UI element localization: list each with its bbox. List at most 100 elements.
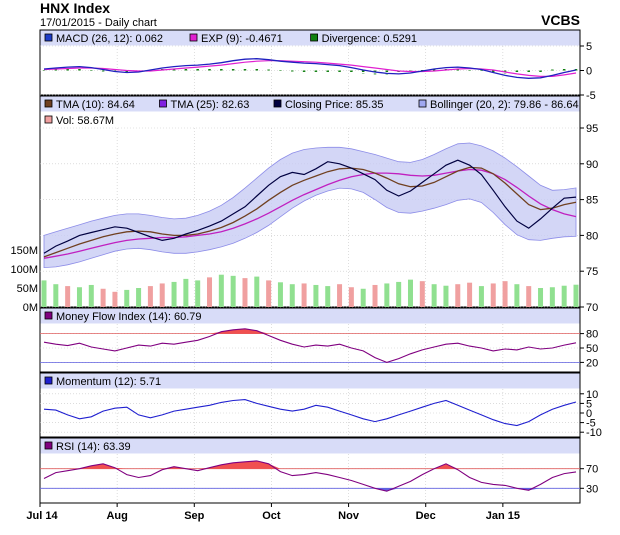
momentum-axis-tick-label-1: -5 — [586, 418, 596, 430]
price-axis-tick-label-3: 85 — [586, 195, 598, 207]
vol-legend-bg — [40, 112, 127, 127]
volume-bar — [407, 279, 413, 307]
volume-bar — [514, 284, 520, 307]
blue-square-icon — [44, 376, 53, 385]
volume-bar — [538, 288, 544, 307]
volume-bar — [549, 287, 555, 307]
volume-bar — [419, 281, 425, 307]
volume-bar — [455, 284, 461, 307]
momentum-legend-bg — [40, 373, 580, 389]
volume-bar — [88, 284, 94, 307]
rsi-legend-entry-0: RSI (14): 63.39 — [56, 441, 131, 453]
volume-bar — [147, 286, 153, 307]
volume-bar — [230, 275, 236, 307]
macd-panel: -5 0 5 MACD (26, 12): 0.062 EXP (9): -0.4671… — [39, 29, 596, 102]
rsi-oversold-fill — [44, 488, 576, 492]
brown-square-icon — [44, 99, 53, 108]
price-legend-entry-2: Closing Price: 85.35 — [285, 99, 383, 111]
closing-price-line — [43, 159, 577, 254]
x-tick-label-2: Sep — [184, 510, 204, 522]
price-axis-tick-label-2: 80 — [586, 230, 598, 242]
volume-bar — [53, 284, 59, 307]
purple-square-icon — [44, 311, 53, 320]
volume-bar — [490, 283, 496, 307]
rsi-legend-bg — [40, 438, 580, 454]
volume-bar — [313, 284, 319, 307]
momentum-axis-tick-label-2: 0 — [586, 408, 592, 420]
volume-bar — [65, 286, 71, 307]
momentum-axis-tick-label-4: 10 — [586, 389, 598, 401]
magenta-square-icon — [189, 33, 198, 42]
macd-legend-entry-0: MACD (26, 12): 0.062 — [56, 33, 163, 45]
x-tick-label-1: Aug — [106, 510, 127, 522]
volume-bar — [526, 286, 532, 307]
mfi-axis-tick-label-2: 80 — [586, 329, 598, 341]
momentum-line — [43, 399, 577, 427]
volume-bar — [100, 288, 106, 307]
price-axis-tick-label-5: 95 — [586, 123, 598, 135]
x-tick-label-5: Dec — [416, 510, 436, 522]
volume-bar — [218, 274, 224, 307]
brand-label: VCBS — [541, 12, 580, 28]
price-axis-tick-label-4: 90 — [586, 159, 598, 171]
volume-bar — [301, 283, 307, 307]
volume-bar — [76, 287, 82, 307]
macd-legend-entry-2: Divergence: 0.5291 — [322, 33, 417, 45]
volume-bar — [502, 281, 508, 307]
momentum-axis-tick-label-0: -10 — [586, 427, 602, 439]
x-tick-label-3: Oct — [262, 510, 281, 522]
volume-bar — [325, 286, 331, 307]
volume-tick-label-1: 50M — [17, 283, 38, 295]
price-axis-tick-label-1: 75 — [586, 266, 598, 278]
price-legend-entry-0: TMA (10): 84.64 — [56, 99, 135, 111]
chart-subtitle: 17/01/2015 - Daily chart — [40, 17, 157, 29]
volume-bar — [467, 282, 473, 307]
price-legend-bg — [40, 96, 580, 112]
volume-bar — [207, 277, 213, 307]
macd-legend-bg — [40, 30, 580, 46]
volume-bar — [396, 281, 402, 307]
navy-square-icon — [273, 99, 282, 108]
price-legend-entry-3: Bollinger (20, 2): 79.86 - 86.64 — [430, 99, 579, 111]
volume-bar — [136, 288, 142, 307]
rsi-axis-tick-label-1: 70 — [586, 464, 598, 476]
volume-bar — [372, 284, 378, 307]
volume-bar — [478, 286, 484, 307]
tma25-line — [43, 168, 577, 259]
pink-square-icon — [44, 115, 53, 124]
volume-bar — [124, 289, 130, 307]
price-axis-tick-label-0: 70 — [586, 302, 598, 314]
x-tick-label-4: Nov — [338, 510, 360, 522]
volume-bar — [112, 291, 118, 307]
rsi-panel: 30 70 RSI (14): 63.39 — [39, 437, 598, 504]
volume-bar — [360, 288, 366, 307]
volume-bar — [337, 284, 343, 307]
volume-bar — [573, 284, 579, 307]
volume-bar — [183, 278, 189, 307]
mfi-legend-entry-0: Money Flow Index (14): 60.79 — [56, 311, 202, 323]
mfi-panel: 20 50 80 Money Flow Index (14): 60.79 — [39, 307, 598, 373]
purple-square-icon — [159, 99, 167, 108]
volume-bar — [384, 283, 390, 307]
mfi-legend-bg — [40, 308, 580, 324]
momentum-legend-entry-0: Momentum (12): 5.71 — [56, 376, 161, 388]
chart-title: HNX Index — [40, 0, 111, 16]
macd-line — [43, 58, 577, 79]
vol-legend-entry: Vol: 58.67M — [56, 115, 114, 127]
exp-line — [43, 60, 577, 78]
mfi-axis-tick-label-0: 20 — [586, 357, 598, 369]
lavender-square-icon — [418, 99, 427, 108]
volume-bar — [348, 287, 354, 307]
rsi-overbought-fill — [44, 460, 576, 469]
volume-bar — [171, 281, 177, 307]
macd-legend-entry-1: EXP (9): -0.4671 — [201, 33, 283, 45]
volume-tick-label-2: 100M — [10, 264, 38, 276]
volume-tick-label-3: 150M — [10, 245, 38, 257]
purple-square-icon — [44, 441, 53, 450]
volume-tick-label-0: 0M — [23, 302, 38, 314]
rsi-line — [43, 460, 577, 492]
x-tick-label-6: Jan 15 — [486, 510, 520, 522]
volume-bar — [561, 285, 567, 307]
